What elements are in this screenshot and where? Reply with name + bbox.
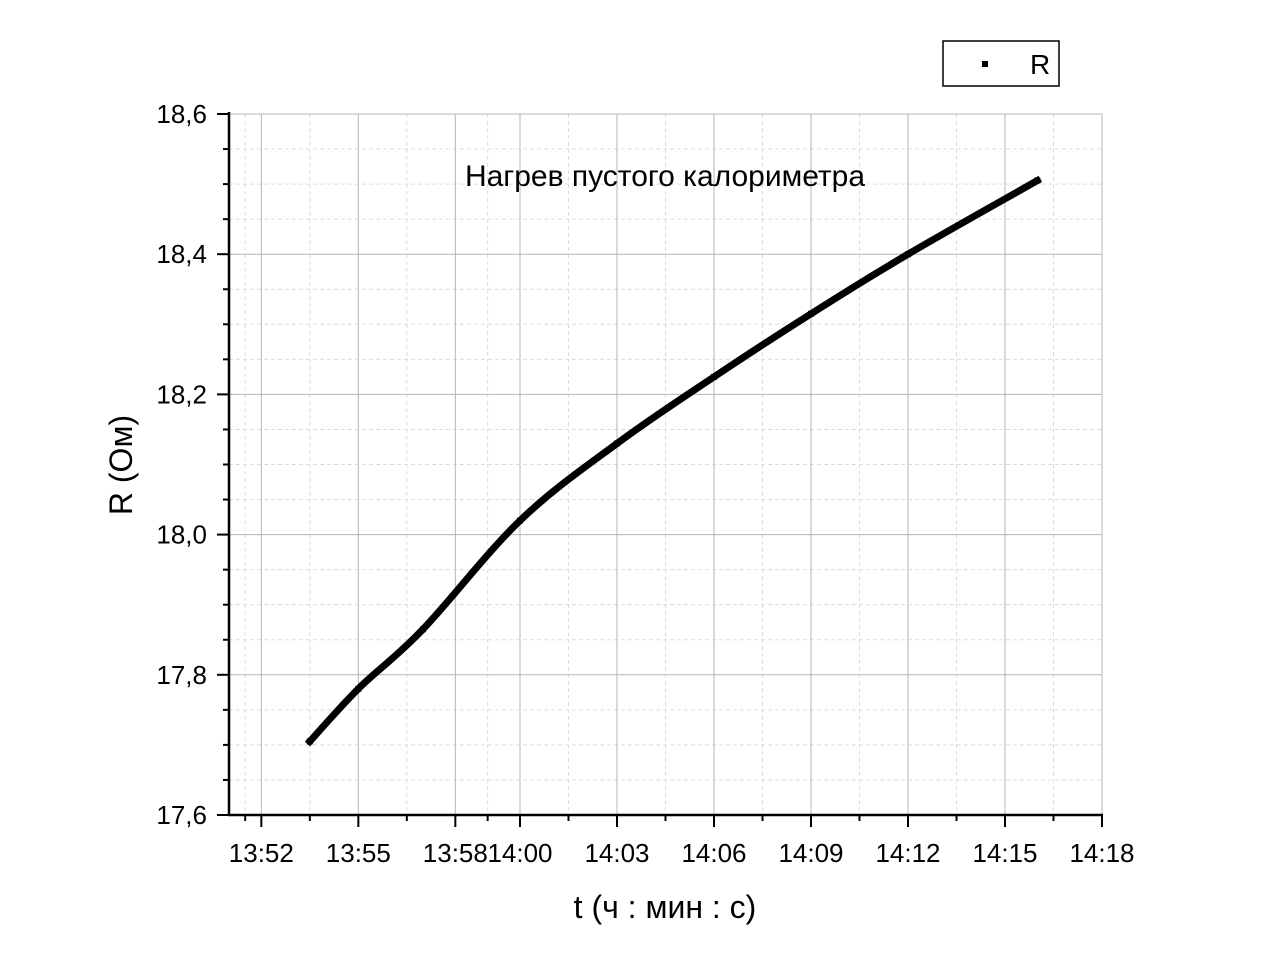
minor-gridlines: [229, 114, 1102, 815]
x-tick-label: 13:55: [326, 838, 391, 868]
data-point-r: [517, 517, 523, 524]
x-axis-label: t (ч : мин : с): [574, 889, 757, 925]
legend-label-r: R: [1030, 49, 1050, 80]
legend: R: [942, 40, 1060, 87]
x-axis-ticks: 13:52 13:55 13:58 14:00 14:03 14:06 14:09 14:12…: [229, 815, 1135, 868]
y-tick-label: 18,0: [156, 520, 207, 550]
y-tick-label: 18,2: [156, 379, 207, 409]
x-tick-label: 14:00: [487, 838, 552, 868]
legend-box: [942, 40, 1060, 87]
x-tick-label: 14:09: [778, 838, 843, 868]
series-line-r: [304, 175, 1043, 747]
x-tick-label: 13:52: [229, 838, 294, 868]
data-point-r: [808, 310, 814, 317]
legend-marker: [982, 61, 988, 67]
data-point-r: [711, 373, 717, 380]
data-point-r: [420, 626, 426, 633]
data-point-r: [614, 440, 620, 447]
y-axis-ticks: 17,6 17,8 18,0 18,2 18,4 18,6: [156, 99, 229, 830]
x-tick-label: 14:03: [584, 838, 649, 868]
y-axis-label: R (Ом): [103, 415, 139, 515]
y-tick-label: 18,4: [156, 239, 207, 269]
x-tick-label: 14:06: [681, 838, 746, 868]
data-point-r: [905, 251, 911, 258]
x-tick-label: 14:12: [875, 838, 940, 868]
data-point-r: [1034, 177, 1041, 184]
x-tick-label: 13:58: [423, 838, 488, 868]
series-layer: [304, 175, 1043, 747]
y-tick-label: 17,6: [156, 800, 207, 830]
major-gridlines: [229, 113, 1103, 815]
y-tick-label: 18,6: [156, 99, 207, 129]
data-point-r: [306, 738, 313, 745]
data-point-r: [355, 685, 362, 692]
y-tick-label: 17,8: [156, 660, 207, 690]
chart-title: Нагрев пустого калориметра: [465, 160, 865, 193]
x-tick-label: 14:18: [1069, 838, 1134, 868]
x-tick-label: 14:15: [972, 838, 1037, 868]
